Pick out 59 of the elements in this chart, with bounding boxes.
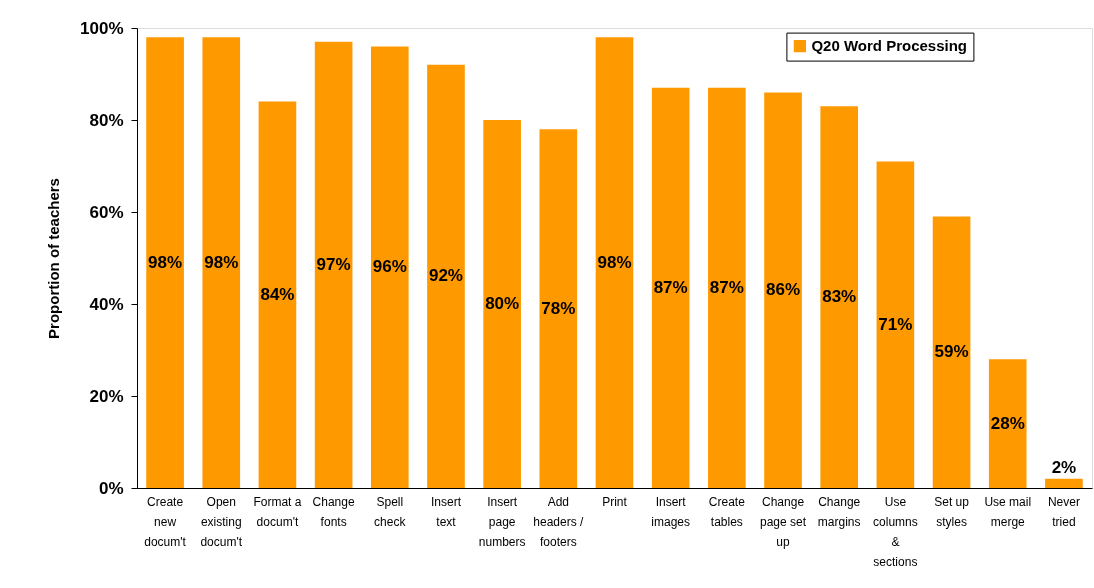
x-tick-label: Change margins [817, 494, 861, 529]
text: 71% [878, 314, 913, 334]
text: 84% [260, 284, 295, 304]
bar [427, 64, 465, 488]
bar [370, 46, 409, 488]
y-tick-label: 20% [89, 386, 124, 406]
text: 59% [934, 342, 969, 362]
bar [988, 359, 1027, 488]
x-tick-label: Insert page numbers [478, 494, 526, 549]
text: 98% [597, 252, 632, 272]
bar [1045, 478, 1083, 488]
bar [258, 101, 297, 488]
bar [708, 87, 746, 488]
text: 96% [372, 257, 407, 277]
text: 87% [709, 277, 744, 297]
text: 98% [148, 252, 183, 272]
x-tick-label: Insert text [430, 494, 462, 529]
x-tick-label: Insert images [651, 494, 691, 529]
y-tick-label: 80% [89, 110, 124, 130]
text: 98% [204, 252, 239, 272]
x-tick-label: Change fonts [312, 494, 355, 529]
text: 87% [653, 277, 688, 297]
y-axis-title: Proportion of teachers [45, 178, 63, 339]
x-tick-label: Spell check [374, 494, 407, 529]
bar [146, 37, 184, 488]
text: 92% [428, 266, 463, 286]
y-tick-label: 0% [98, 478, 124, 498]
y-tick-label: 40% [89, 294, 124, 314]
x-tick-label: Use mail merge [984, 494, 1032, 529]
bar [595, 37, 634, 488]
bar [764, 92, 802, 488]
bar [876, 161, 915, 488]
x-tick-label: Set up styles [934, 494, 970, 529]
text: 2% [1051, 457, 1077, 477]
text: 86% [766, 280, 801, 300]
legend-label: Q20 Word Processing [811, 37, 968, 55]
y-tick-label: 100% [80, 18, 124, 38]
bar [539, 129, 578, 488]
bar [820, 106, 859, 488]
y-tick-label: 60% [89, 202, 124, 222]
x-tick-label: Open existing docum't [200, 494, 243, 549]
text: 83% [822, 287, 857, 307]
text: 97% [316, 254, 351, 274]
bar [651, 87, 690, 488]
bar [202, 37, 241, 488]
x-tick-label: Use columns & sections [873, 494, 918, 569]
x-tick-label: Add headers / footers [533, 494, 584, 549]
x-tick-label: Print [602, 494, 628, 509]
x-tick-label: Change page set up [760, 494, 807, 549]
text: 28% [990, 413, 1025, 433]
bar [314, 41, 353, 488]
text: 78% [541, 298, 576, 318]
bar [932, 216, 971, 488]
x-tick-label: Create tables [708, 494, 746, 529]
x-tick-label: Never tried [1047, 494, 1080, 529]
bar [483, 120, 521, 488]
x-tick-label: Format a docum't [253, 494, 302, 529]
x-tick-label: Create new docum't [144, 494, 187, 549]
text: 80% [485, 294, 520, 313]
